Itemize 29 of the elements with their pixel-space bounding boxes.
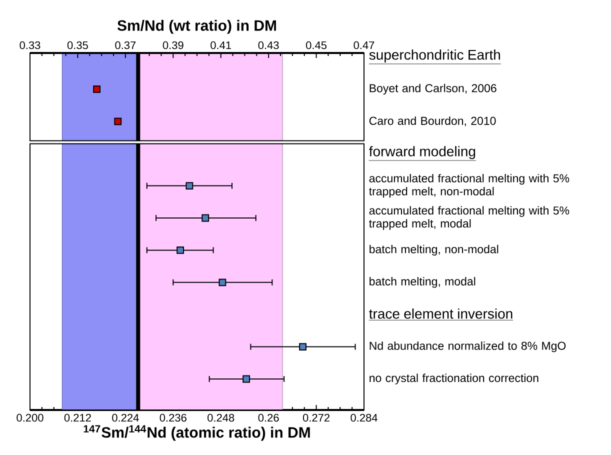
x-tick-label: 0.284	[350, 414, 378, 422]
x2-tick-label: 0.45	[306, 41, 327, 50]
x2-tick-label: 0.33	[20, 41, 40, 50]
x-tick-label: 0.272	[302, 414, 330, 422]
x2-tick-label: 0.35	[67, 41, 88, 50]
x2-tick-label: 0.37	[115, 41, 136, 50]
y-tick-label: Nd abundance normalized to 8% MgO	[370, 341, 566, 352]
x2-axis-title: Sm/Nd (wt ratio) in DM	[117, 20, 276, 34]
y-tick-label: superchondritic Earth	[369, 49, 500, 63]
x2-tick-label: 0.39	[162, 41, 184, 50]
x2-tick-label: 0.47	[354, 41, 374, 50]
y-tick-label: batch melting, non-modal	[370, 244, 498, 256]
x-tick-label: 0.200	[16, 414, 44, 422]
x-tick-label: 0.248	[208, 414, 234, 422]
x-axis-title: $^{147}$Sm/$^{144}$Nd (atomic ratio) in DM	[84, 425, 310, 441]
x-tick-label: 0.26	[258, 414, 279, 422]
y-tick-label: accumulated fractional melting with 5% trapped melt, modal	[369, 206, 570, 230]
x-tick-label: 0.212	[64, 414, 91, 422]
y-tick-label: Caro and Bourdon, 2010	[369, 116, 496, 126]
x-tick-label: 0.236	[160, 414, 186, 422]
y-tick-label: batch melting, modal	[370, 277, 476, 288]
y-tick-label: Boyet and Carlson, 2006	[370, 84, 496, 95]
y-tick-label: trace element inversion	[369, 308, 512, 319]
x2-tick-label: 0.43	[258, 41, 279, 50]
y-tick-label: accumulated fractional melting with 5% trapped melt, non-modal	[369, 174, 570, 198]
x2-tick-label: 0.41	[210, 41, 232, 50]
y-tick-label: no crystal fractionation correction	[370, 374, 538, 384]
y-tick-label: forward modeling	[369, 146, 476, 160]
x-tick-label: 0.224	[112, 414, 139, 422]
